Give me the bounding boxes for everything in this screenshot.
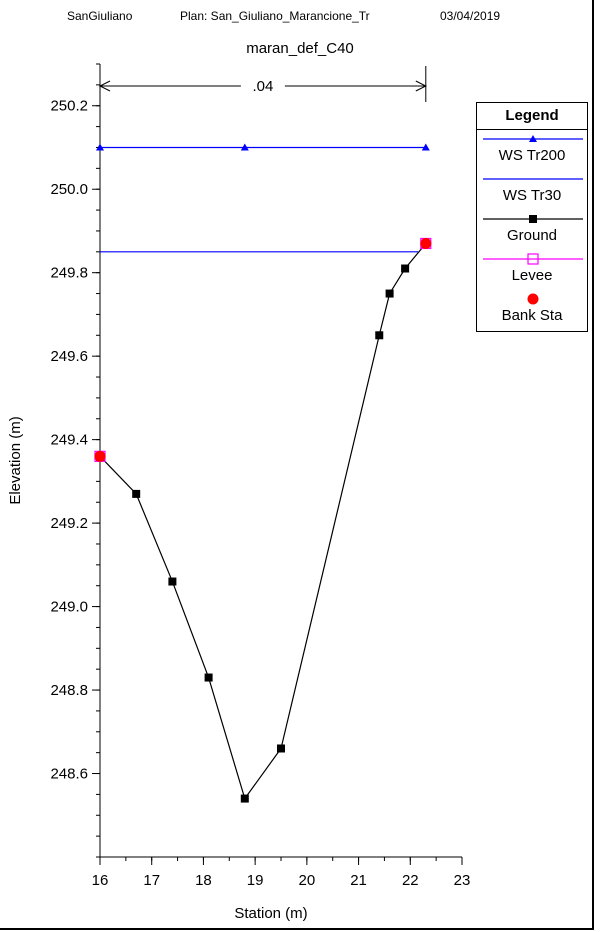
legend-item-bank-sta: Bank Sta	[477, 290, 587, 330]
point-ground	[277, 744, 285, 753]
point-ground	[240, 794, 249, 803]
legend-marker-levee	[527, 253, 539, 265]
legend-label-bank-sta: Bank Sta	[501, 307, 563, 324]
legend-marker-ws-tr200	[529, 135, 537, 142]
manning-arrow-left	[98, 80, 111, 92]
legend-marker-ground	[529, 215, 537, 223]
legend-item-ws-tr30: WS Tr30	[477, 170, 587, 210]
y-tick-label: 249.4	[50, 432, 88, 449]
point-bank-sta	[420, 237, 432, 249]
x-tick-label: 19	[247, 872, 264, 889]
y-tick-label: 250.2	[50, 98, 88, 115]
legend-swatch-ws-tr30	[483, 178, 583, 180]
legend-item-ws-tr200: WS Tr200	[477, 130, 587, 170]
legend-swatch-ground	[483, 215, 583, 223]
legend-marker-bank-sta	[527, 293, 539, 305]
point-ground	[385, 289, 394, 298]
legend-swatch-ws-tr200	[483, 135, 583, 142]
series-line-ground	[99, 243, 427, 800]
y-tick-label: 249.6	[50, 348, 88, 365]
x-tick-label: 17	[143, 872, 160, 889]
point-ground	[375, 331, 384, 340]
plan-name: Plan: San_Giuliano_Marancione_Tr	[180, 9, 370, 23]
legend-label-ws-tr200: WS Tr200	[498, 147, 566, 164]
x-tick-label: 16	[92, 872, 109, 889]
x-axis-label: Station (m)	[234, 905, 307, 922]
legend-swatch-bank-sta	[527, 293, 539, 305]
x-tick-label: 21	[350, 872, 367, 889]
legend-label-levee: Levee	[511, 267, 553, 284]
x-tick-label: 20	[299, 872, 316, 889]
point-ws-tr200	[421, 143, 430, 151]
x-tick-label: 22	[402, 872, 419, 889]
legend-items: WS Tr200 WS Tr30 Ground Levee Bank Sta	[477, 130, 587, 330]
y-axis-label: Elevation (m)	[7, 416, 24, 504]
legend-swatch-levee	[483, 253, 583, 265]
legend: Legend WS Tr200 WS Tr30 Ground Levee Bank St…	[476, 102, 588, 332]
point-ground	[401, 264, 410, 273]
point-ground	[168, 577, 177, 586]
legend-label-ground: Ground	[506, 227, 558, 244]
manning-label: .04	[252, 78, 273, 95]
x-tick-label: 23	[454, 872, 471, 889]
legend-label-ws-tr30: WS Tr30	[502, 187, 562, 204]
y-tick-label: 249.8	[50, 265, 88, 282]
y-tick-label: 249.0	[50, 599, 88, 616]
x-tick-label: 18	[195, 872, 212, 889]
y-tick-label: 249.2	[50, 515, 88, 532]
legend-item-ground: Ground	[477, 210, 587, 250]
point-ws-tr200	[96, 143, 104, 151]
point-bank-sta	[94, 450, 106, 462]
legend-item-levee: Levee	[477, 250, 587, 290]
y-tick-label: 250.0	[50, 181, 88, 198]
plan-date: 03/04/2019	[440, 9, 501, 23]
y-tick-label: 248.6	[50, 766, 88, 783]
legend-title: Legend	[477, 103, 587, 130]
chart-title: maran_def_C40	[246, 40, 354, 57]
project-name: SanGiuliano	[67, 9, 133, 23]
y-tick-label: 248.8	[50, 682, 88, 699]
manning-arrow-right	[415, 80, 427, 92]
point-ws-tr200	[240, 143, 249, 151]
point-ground	[204, 673, 213, 682]
point-ground	[132, 489, 141, 498]
